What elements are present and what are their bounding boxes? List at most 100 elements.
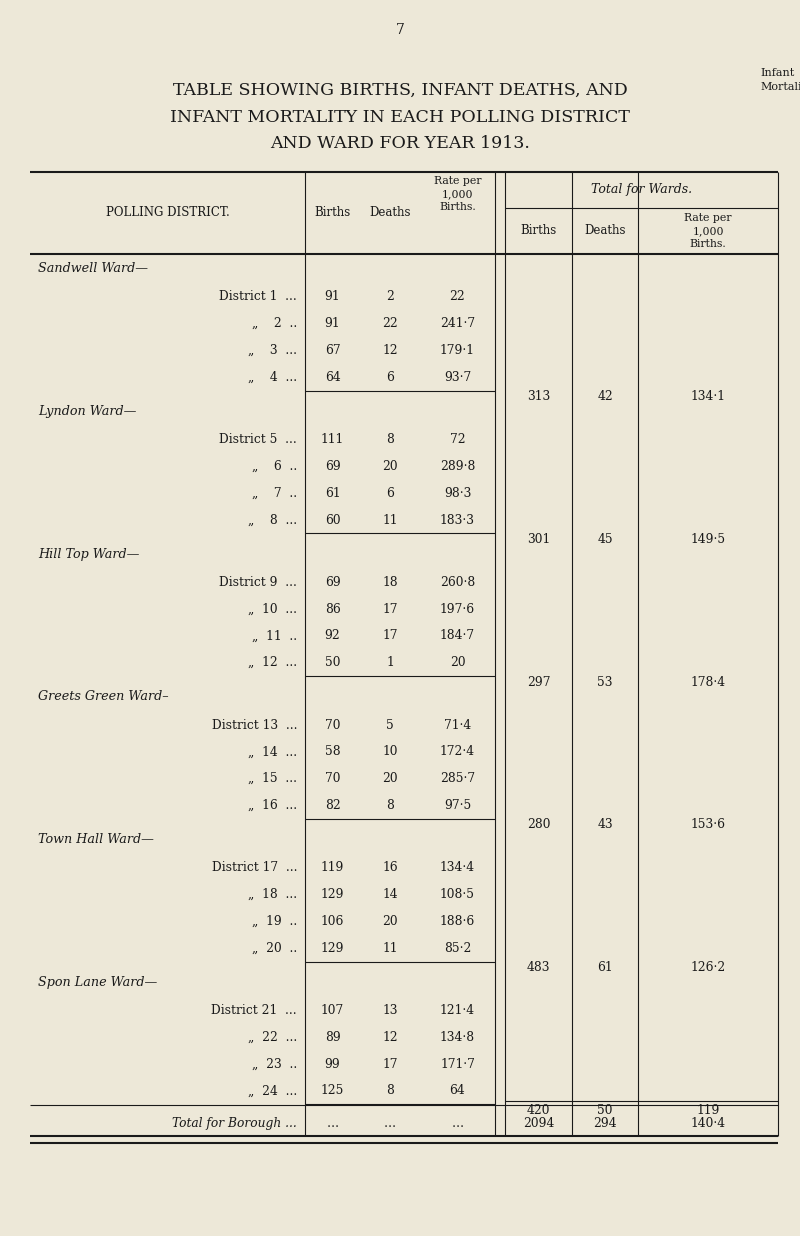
Text: 6: 6 [386,371,394,384]
Text: 8: 8 [386,798,394,812]
Text: 171·7: 171·7 [440,1058,475,1070]
Text: 2094: 2094 [523,1117,554,1130]
Text: 119: 119 [696,1104,720,1116]
Text: „    7  ..: „ 7 .. [252,487,297,499]
Text: 119: 119 [321,861,344,874]
Text: 91: 91 [325,290,340,303]
Text: 241·7: 241·7 [440,318,475,330]
Text: 69: 69 [325,576,340,588]
Text: 11: 11 [382,513,398,527]
Text: 483: 483 [526,962,550,974]
Text: …: … [326,1117,338,1130]
Text: 179·1: 179·1 [440,344,475,357]
Text: TABLE SHOWING BIRTHS, INFANT DEATHS, AND: TABLE SHOWING BIRTHS, INFANT DEATHS, AND [173,82,627,99]
Text: …: … [384,1117,396,1130]
Text: „  10  ...: „ 10 ... [248,603,297,616]
Text: 53: 53 [598,676,613,688]
Text: 70: 70 [325,772,340,785]
Text: „  24  ...: „ 24 ... [248,1084,297,1098]
Text: 61: 61 [597,962,613,974]
Text: Sandwell Ward—: Sandwell Ward— [38,262,148,276]
Text: Hill Top Ward—: Hill Top Ward— [38,548,139,561]
Text: „  15  ...: „ 15 ... [248,772,297,785]
Text: 99: 99 [325,1058,340,1070]
Text: 42: 42 [597,391,613,403]
Text: 7: 7 [395,23,405,37]
Text: 72: 72 [450,433,466,446]
Text: 50: 50 [325,656,340,669]
Text: 22: 22 [450,290,466,303]
Text: 20: 20 [382,772,398,785]
Text: „  16  ...: „ 16 ... [248,798,297,812]
Text: District 21  ...: District 21 ... [211,1004,297,1017]
Text: 5: 5 [386,718,394,732]
Text: Deaths: Deaths [370,206,410,220]
Text: „  11  ..: „ 11 .. [252,629,297,643]
Text: Lyndon Ward—: Lyndon Ward— [38,405,136,418]
Text: „  12  ...: „ 12 ... [248,656,297,669]
Text: Total for Borough ...: Total for Borough ... [172,1117,297,1130]
Text: District 1  ...: District 1 ... [219,290,297,303]
Text: 129: 129 [321,942,344,954]
Text: 92: 92 [325,629,340,643]
Text: 10: 10 [382,745,398,759]
Text: 58: 58 [325,745,340,759]
Text: 60: 60 [325,513,340,527]
Text: 111: 111 [321,433,344,446]
Text: 91: 91 [325,318,340,330]
Text: 45: 45 [597,533,613,546]
Text: 420: 420 [526,1104,550,1116]
Text: Greets Green Ward–: Greets Green Ward– [38,691,169,703]
Text: 178·4: 178·4 [690,676,726,688]
Text: 129: 129 [321,887,344,901]
Text: 20: 20 [450,656,466,669]
Text: „  19  ..: „ 19 .. [252,915,297,928]
Text: 197·6: 197·6 [440,603,475,616]
Text: 280: 280 [526,818,550,832]
Text: District 9  ...: District 9 ... [219,576,297,588]
Text: 17: 17 [382,603,398,616]
Text: 64: 64 [325,371,340,384]
Text: 93·7: 93·7 [444,371,471,384]
Text: 1: 1 [386,656,394,669]
Text: 107: 107 [321,1004,344,1017]
Text: „    3  ...: „ 3 ... [248,344,297,357]
Text: 20: 20 [382,915,398,928]
Text: Rate per
1,000
Births.: Rate per 1,000 Births. [434,177,482,211]
Text: 61: 61 [325,487,340,499]
Text: INFANT MORTALITY IN EACH POLLING DISTRICT: INFANT MORTALITY IN EACH POLLING DISTRIC… [170,109,630,126]
Text: 6: 6 [386,487,394,499]
Text: Births: Births [314,206,350,220]
Text: „  23  ..: „ 23 .. [252,1058,297,1070]
Text: 172·4: 172·4 [440,745,475,759]
Text: 85·2: 85·2 [444,942,471,954]
Text: 125: 125 [321,1084,344,1098]
Text: 8: 8 [386,433,394,446]
Text: District 13  ...: District 13 ... [211,718,297,732]
Text: 297: 297 [526,676,550,688]
Text: „  20  ..: „ 20 .. [252,942,297,954]
Text: 8: 8 [386,1084,394,1098]
Text: Births: Births [520,225,557,237]
Text: 294: 294 [593,1117,617,1130]
Text: Rate per
1,000
Births.: Rate per 1,000 Births. [684,213,732,248]
Text: 12: 12 [382,1031,398,1043]
Text: 67: 67 [325,344,340,357]
Text: „    6  ..: „ 6 .. [252,460,297,473]
Text: POLLING DISTRICT.: POLLING DISTRICT. [106,206,230,220]
Text: 16: 16 [382,861,398,874]
Text: Spon Lane Ward—: Spon Lane Ward— [38,975,158,989]
Text: 13: 13 [382,1004,398,1017]
Text: 50: 50 [598,1104,613,1116]
Text: 11: 11 [382,942,398,954]
Text: 98·3: 98·3 [444,487,471,499]
Text: „    2  ..: „ 2 .. [252,318,297,330]
Text: 64: 64 [450,1084,466,1098]
Text: 134·8: 134·8 [440,1031,475,1043]
Text: District 17  ...: District 17 ... [211,861,297,874]
Text: 69: 69 [325,460,340,473]
Text: 89: 89 [325,1031,340,1043]
Text: 149·5: 149·5 [690,533,726,546]
Text: 12: 12 [382,344,398,357]
Text: 17: 17 [382,629,398,643]
